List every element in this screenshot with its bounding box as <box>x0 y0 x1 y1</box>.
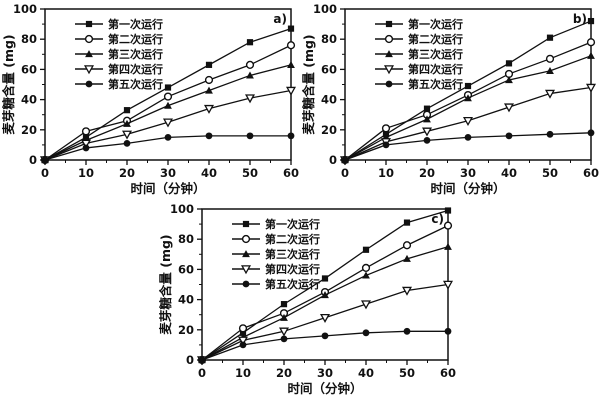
y-tick-label: 60 <box>21 62 37 76</box>
y-tick-label: 60 <box>321 62 337 76</box>
series-run-3 <box>198 242 452 364</box>
y-tick-label: 40 <box>321 93 337 107</box>
x-tick-label: 50 <box>542 166 558 180</box>
legend-label: 第三次运行 <box>108 47 163 61</box>
legend-label: 第四次运行 <box>108 62 163 76</box>
x-tick-label: 20 <box>276 366 292 380</box>
x-tick-label: 0 <box>41 166 49 180</box>
y-tick-label: 60 <box>178 262 194 276</box>
y-tick-label: 0 <box>29 153 37 167</box>
legend-label: 第五次运行 <box>408 77 463 91</box>
panel-label: b) <box>573 12 587 26</box>
x-tick-label: 0 <box>341 166 349 180</box>
y-tick-label: 80 <box>178 232 194 246</box>
x-tick-label: 30 <box>460 166 476 180</box>
y-tick-label: 80 <box>21 32 37 46</box>
legend-label: 第一次运行 <box>108 17 163 31</box>
legend-label: 第三次运行 <box>408 47 463 61</box>
legend-label: 第四次运行 <box>265 262 320 276</box>
x-tick-label: 10 <box>235 366 251 380</box>
y-axis: 0 20 40 60 80 100 <box>313 2 345 167</box>
x-axis: 0 10 20 30 40 50 60 <box>41 160 299 180</box>
panel-label: c) <box>431 212 444 226</box>
y-tick-label: 20 <box>21 123 37 137</box>
x-tick-label: 60 <box>440 366 456 380</box>
series-run-3 <box>41 60 295 164</box>
legend-label: 第一次运行 <box>265 217 320 231</box>
legend-label: 第三次运行 <box>265 247 320 261</box>
x-axis-title: 时间（分钟） <box>130 181 205 196</box>
series-run-5 <box>341 129 595 164</box>
x-tick-label: 20 <box>119 166 135 180</box>
series-run-5 <box>41 132 295 164</box>
x-tick-label: 30 <box>317 366 333 380</box>
x-tick-label: 50 <box>242 166 258 180</box>
x-tick-label: 30 <box>160 166 176 180</box>
x-tick-label: 40 <box>201 166 217 180</box>
x-axis-title: 时间（分钟） <box>430 181 505 196</box>
x-tick-label: 20 <box>419 166 435 180</box>
y-axis-title: 麦芽糖含量 (mg) <box>158 234 173 334</box>
legend-label: 第五次运行 <box>108 77 163 91</box>
y-tick-label: 20 <box>321 123 337 137</box>
legend-label: 第二次运行 <box>108 32 163 46</box>
y-axis-title: 麦芽糖含量 (mg) <box>1 34 16 134</box>
x-tick-label: 10 <box>78 166 94 180</box>
x-tick-label: 40 <box>358 366 374 380</box>
x-tick-label: 0 <box>198 366 206 380</box>
x-tick-label: 40 <box>501 166 517 180</box>
chart-panel-a: 0 10 20 30 40 50 60 0 20 40 60 80 100 时间（分钟） 麦芽糖含量 (mg… <box>0 0 300 200</box>
y-axis: 0 20 40 60 80 100 <box>13 2 45 167</box>
x-axis: 0 10 20 30 40 50 60 <box>341 160 599 180</box>
y-tick-label: 40 <box>178 293 194 307</box>
y-tick-label: 0 <box>186 353 194 367</box>
x-tick-label: 60 <box>583 166 599 180</box>
x-axis: 0 10 20 30 40 50 60 <box>198 360 456 380</box>
x-axis-title: 时间（分钟） <box>287 381 362 396</box>
y-tick-label: 40 <box>21 93 37 107</box>
line-chart: 0 10 20 30 40 50 60 0 20 40 60 80 100 时间（分钟） 麦芽糖含量 (mg… <box>301 2 599 196</box>
y-tick-label: 0 <box>329 153 337 167</box>
legend-label: 第二次运行 <box>265 232 320 246</box>
x-tick-label: 60 <box>283 166 299 180</box>
series-run-1 <box>198 207 452 364</box>
y-tick-label: 100 <box>13 2 37 16</box>
x-tick-label: 50 <box>399 366 415 380</box>
y-tick-label: 20 <box>178 323 194 337</box>
y-tick-label: 100 <box>170 202 194 216</box>
y-axis-title: 麦芽糖含量 (mg) <box>301 34 316 134</box>
y-axis: 0 20 40 60 80 100 <box>170 202 202 367</box>
y-tick-label: 80 <box>321 32 337 46</box>
panel-label: a) <box>273 12 287 26</box>
legend-label: 第一次运行 <box>408 17 463 31</box>
legend-label: 第五次运行 <box>265 277 320 291</box>
legend-label: 第四次运行 <box>408 62 463 76</box>
chart-panel-c: 0 10 20 30 40 50 60 0 20 40 60 80 100 时间（分钟） 麦芽糖含量 (mg… <box>157 200 457 400</box>
series-run-5 <box>198 327 452 364</box>
chart-panel-b: 0 10 20 30 40 50 60 0 20 40 60 80 100 时间（分钟） 麦芽糖含量 (mg… <box>300 0 600 200</box>
x-tick-label: 10 <box>378 166 394 180</box>
legend-label: 第二次运行 <box>408 32 463 46</box>
series-run-4 <box>39 86 297 166</box>
y-tick-label: 100 <box>313 2 337 16</box>
line-chart: 0 10 20 30 40 50 60 0 20 40 60 80 100 时间（分钟） 麦芽糖含量 (mg… <box>158 202 456 396</box>
line-chart: 0 10 20 30 40 50 60 0 20 40 60 80 100 时间（分钟） 麦芽糖含量 (mg… <box>1 2 299 196</box>
